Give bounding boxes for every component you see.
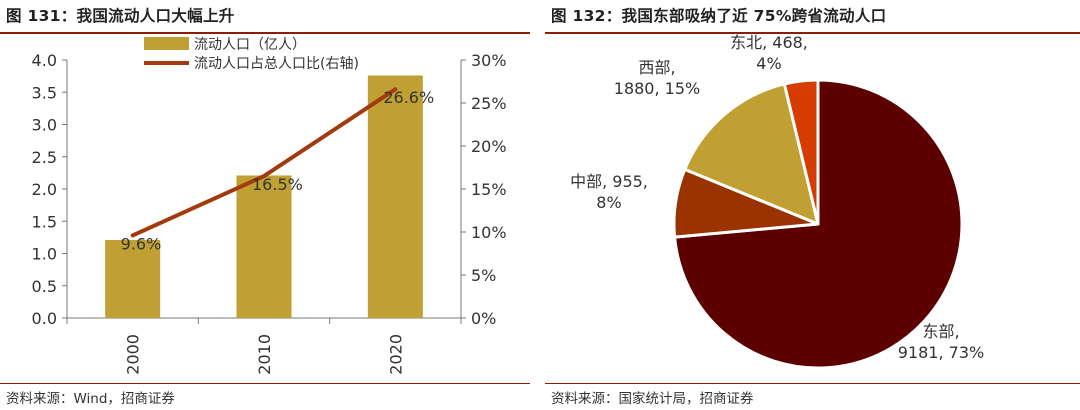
- pie-slice-label: 东部,: [922, 322, 959, 341]
- legend-bar-swatch: [144, 37, 189, 50]
- x-tick-label: 2010: [255, 334, 274, 375]
- left-y-tick-label: 1.0: [32, 245, 57, 264]
- right-source-note: 资料来源：国家统计局，招商证券: [551, 391, 754, 407]
- pie-slice-label: 4%: [756, 54, 781, 73]
- ratio-line: [130, 87, 398, 238]
- left-y-tick-label: 3.0: [32, 116, 57, 135]
- right-chart-title: 图 132：我国东部吸纳了近 75%跨省流动人口: [551, 7, 887, 25]
- right-title-rule: [545, 32, 1080, 34]
- bar: [105, 239, 161, 318]
- left-y-tick-label: 2.5: [32, 148, 57, 167]
- right-y-tick-label: 25%: [471, 94, 507, 113]
- legend-line-label: 流动人口占总人口比(右轴): [194, 56, 359, 72]
- bar: [236, 175, 292, 318]
- left-source-note: 资料来源：Wind，招商证券: [6, 391, 175, 407]
- right-y-tick-label: 5%: [471, 266, 496, 285]
- pie-slice: [683, 82, 820, 226]
- left-y-tick-label: 2.0: [32, 180, 57, 199]
- legend-bar-label: 流动人口（亿人）: [194, 37, 306, 53]
- pie-slice-label: 1880, 15%: [614, 79, 700, 98]
- left-y-tick-label: 4.0: [32, 51, 57, 70]
- combo-bar-line-chart: 0.0 0.5 1.0 1.5 2.0 2.5 3.0 3.5 4.0 0% 5% 10% 15% 20%…: [32, 37, 507, 375]
- line-data-label: 16.5%: [252, 175, 303, 194]
- bar: [367, 75, 423, 318]
- left-y-tick-label: 1.5: [32, 212, 57, 231]
- right-y-tick-label: 20%: [471, 137, 507, 156]
- right-y-tick-label: 30%: [471, 51, 507, 70]
- line-data-label: 9.6%: [121, 234, 162, 253]
- line-data-label: 26.6%: [383, 88, 434, 107]
- left-y-tick-label: 3.5: [32, 83, 57, 102]
- pie-slice-label: 东北, 468,: [730, 33, 808, 52]
- x-tick-label: 2020: [386, 334, 405, 375]
- pie-slice-label: 中部, 955,: [570, 172, 648, 191]
- pie-slice-label: 8%: [596, 193, 621, 212]
- right-y-tick-label: 10%: [471, 223, 507, 242]
- left-title-rule: [0, 32, 530, 34]
- right-y-tick-label: 15%: [471, 180, 507, 199]
- left-source-rule: [0, 383, 530, 384]
- left-chart-panel: 图 131：我国流动人口大幅上升 0.0 0.5 1.0 1.5 2.0 2.5 3.0 3.…: [0, 0, 530, 410]
- right-source-rule: [545, 383, 1080, 384]
- right-y-tick-label: 0%: [471, 309, 496, 328]
- x-tick-label: 2000: [124, 334, 143, 375]
- left-chart-title: 图 131：我国流动人口大幅上升: [6, 7, 235, 25]
- right-chart-panel: 图 132：我国东部吸纳了近 75%跨省流动人口 东部, 9181, 73% 中部,…: [545, 0, 1080, 410]
- left-y-tick-label: 0.5: [32, 277, 57, 296]
- pie-slice-label: 9181, 73%: [898, 343, 984, 362]
- pie-slice-label: 西部,: [638, 58, 675, 77]
- pie-chart: 东部, 9181, 73% 中部, 955, 8% 西部, 1880, 15% 东北, 46…: [570, 33, 984, 370]
- left-y-tick-label: 0.0: [32, 309, 57, 328]
- pie-slice: [782, 78, 820, 226]
